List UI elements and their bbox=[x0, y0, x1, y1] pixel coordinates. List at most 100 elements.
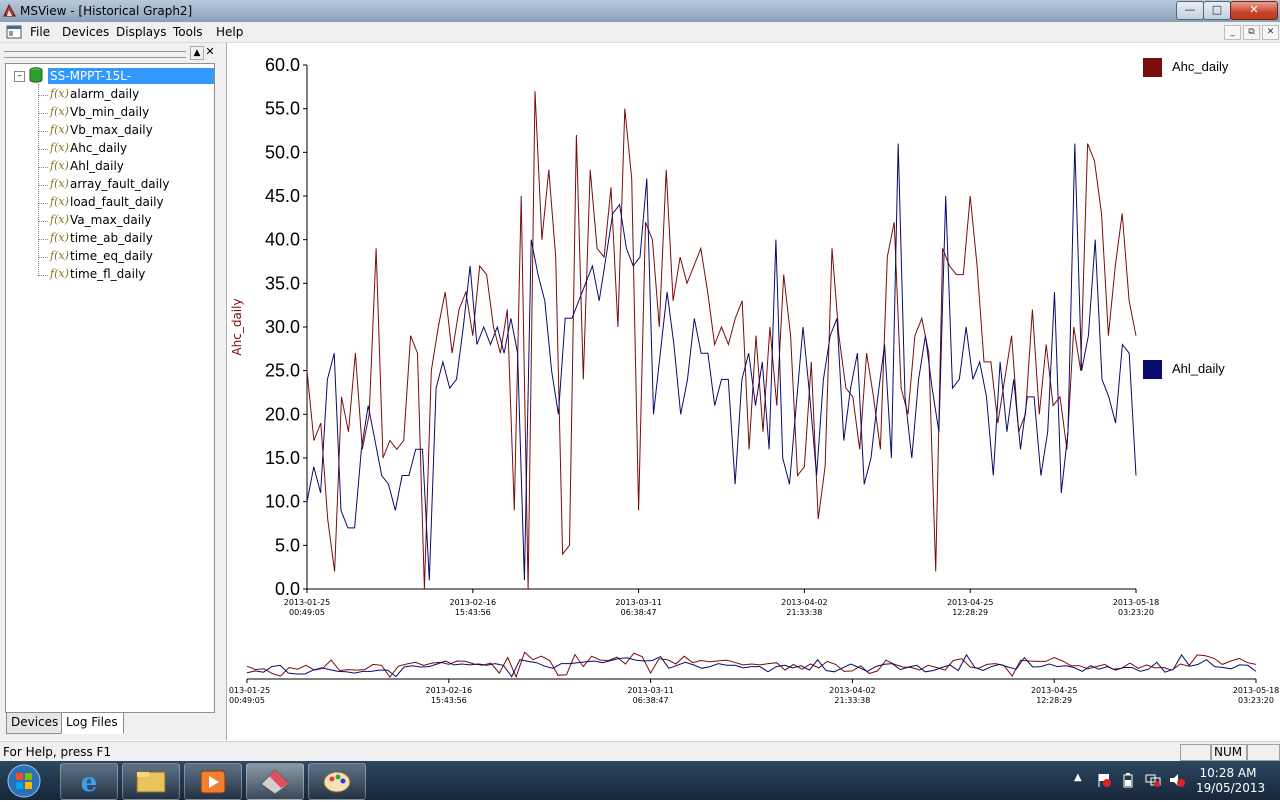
x-tick-time: 21:33:38 bbox=[786, 608, 822, 617]
status-scrl-indicator bbox=[1246, 744, 1280, 761]
function-icon: f(x) bbox=[50, 123, 69, 136]
close-button[interactable]: ✕ bbox=[1230, 1, 1278, 20]
tree-collapse-toggle[interactable]: – bbox=[14, 71, 25, 82]
overview-x-tick-date: 2013-01-25 bbox=[228, 686, 270, 695]
function-icon: f(x) bbox=[50, 141, 69, 154]
database-icon bbox=[29, 67, 43, 83]
maximize-button[interactable]: □ bbox=[1203, 1, 1231, 20]
tree-item-label: Va_max_daily bbox=[70, 213, 152, 227]
x-tick-time: 06:38:47 bbox=[621, 608, 657, 617]
tree-item[interactable]: f(x) alarm_daily bbox=[6, 86, 206, 102]
overview-x-tick-time: 06:38:47 bbox=[633, 696, 669, 705]
y-tick-label: 15.0 bbox=[265, 448, 300, 468]
menu-tools[interactable]: Tools bbox=[173, 25, 203, 39]
tree-item[interactable]: f(x) time_eq_daily bbox=[6, 248, 206, 264]
taskbar-clock[interactable]: 10:28 AM 19/05/2013 bbox=[1196, 766, 1266, 796]
tree-item[interactable]: f(x) Vb_min_daily bbox=[6, 104, 206, 120]
mdi-restore-icon[interactable]: ⧉ bbox=[1243, 25, 1260, 40]
menu-file[interactable]: File bbox=[30, 25, 51, 39]
overview-x-tick-time: 21:33:38 bbox=[834, 696, 870, 705]
tree-item[interactable]: f(x) array_fault_daily bbox=[6, 176, 206, 192]
tree-item[interactable]: f(x) Ahc_daily bbox=[6, 140, 206, 156]
mdi-minimize-icon[interactable]: _ bbox=[1224, 25, 1241, 40]
y-tick-label: 45.0 bbox=[265, 186, 300, 206]
show-hidden-icons[interactable]: ▲ bbox=[1074, 772, 1082, 783]
battery-icon[interactable] bbox=[1121, 772, 1135, 788]
y-tick-label: 30.0 bbox=[265, 317, 300, 337]
x-tick-date: 2013-03-11 bbox=[615, 598, 662, 607]
x-tick-date: 2013-05-18 bbox=[1113, 598, 1160, 607]
function-icon: f(x) bbox=[50, 213, 69, 226]
overview-line-ahl-daily bbox=[246, 653, 1257, 678]
status-help-text: For Help, press F1 bbox=[3, 745, 112, 759]
tree-item[interactable]: f(x) Ahl_daily bbox=[6, 158, 206, 174]
overview-x-tick-time: 12:28:29 bbox=[1036, 696, 1072, 705]
menu-bar: File Devices Displays Tools Help _ ⧉ ✕ bbox=[0, 22, 1280, 43]
tree-item-label: Ahc_daily bbox=[70, 141, 128, 155]
x-tick-time: 12:28:29 bbox=[952, 608, 988, 617]
y-tick-label: 60.0 bbox=[265, 55, 300, 75]
tree-item-label: load_fault_daily bbox=[70, 195, 164, 209]
clock-date: 19/05/2013 bbox=[1196, 781, 1266, 795]
status-caps-indicator bbox=[1180, 744, 1212, 761]
menu-help[interactable]: Help bbox=[216, 25, 244, 39]
panel-close-icon[interactable]: ✕ bbox=[205, 45, 215, 58]
app-icon bbox=[3, 4, 16, 17]
folder-icon bbox=[136, 771, 166, 793]
panel-collapse-icon[interactable]: ▲ bbox=[190, 46, 204, 60]
menu-displays[interactable]: Displays bbox=[116, 25, 167, 39]
function-icon: f(x) bbox=[50, 87, 69, 100]
volume-muted-icon[interactable] bbox=[1168, 772, 1186, 788]
tree-item-label: Ahl_daily bbox=[70, 159, 124, 173]
overview-x-tick-date: 2013-04-25 bbox=[1031, 686, 1078, 695]
document-icon[interactable] bbox=[6, 25, 22, 39]
x-tick-date: 2013-02-16 bbox=[450, 598, 497, 607]
tree-item-label: Vb_max_daily bbox=[70, 123, 153, 137]
start-button-icon[interactable] bbox=[6, 763, 42, 799]
function-icon: f(x) bbox=[50, 249, 69, 262]
series-line-ahc-daily bbox=[306, 91, 1137, 590]
tree-item[interactable]: f(x) Vb_max_daily bbox=[6, 122, 206, 138]
tree-item[interactable]: f(x) load_fault_daily bbox=[6, 194, 206, 210]
tab-log-files[interactable]: Log Files bbox=[61, 712, 124, 734]
tree-root-file[interactable]: SS-MPPT-15L-12351142.xml bbox=[48, 68, 214, 99]
action-center-flag-icon[interactable] bbox=[1096, 772, 1112, 788]
y-tick-label: 5.0 bbox=[275, 535, 300, 555]
legend-swatch bbox=[1143, 58, 1162, 77]
taskbar-msview-button[interactable] bbox=[246, 763, 304, 800]
window-title-bar[interactable]: MSView - [Historical Graph2] — □ ✕ bbox=[0, 0, 1280, 22]
function-icon: f(x) bbox=[50, 195, 69, 208]
overview-x-tick-date: 2013-02-16 bbox=[426, 686, 473, 695]
y-tick-label: 20.0 bbox=[265, 404, 300, 424]
taskbar-ie-button[interactable]: e bbox=[60, 763, 118, 800]
minimize-button[interactable]: — bbox=[1176, 1, 1204, 20]
tree-item[interactable]: f(x) time_ab_daily bbox=[6, 230, 206, 246]
network-icon[interactable] bbox=[1144, 772, 1162, 788]
panel-grip[interactable] bbox=[4, 51, 186, 58]
overview-x-tick-date: 2013-03-11 bbox=[627, 686, 674, 695]
x-tick-time: 03:23:20 bbox=[1118, 608, 1154, 617]
overview-line-ahc-daily bbox=[246, 651, 1257, 679]
tree-item-label: time_eq_daily bbox=[70, 249, 153, 263]
menu-devices[interactable]: Devices bbox=[62, 25, 110, 39]
function-icon: f(x) bbox=[50, 105, 69, 118]
x-tick-date: 2013-04-25 bbox=[947, 598, 994, 607]
series-line-ahl-daily bbox=[306, 143, 1137, 581]
tree-item[interactable]: f(x) Va_max_daily bbox=[6, 212, 206, 228]
taskbar-media-button[interactable] bbox=[184, 763, 242, 800]
paint-icon bbox=[323, 771, 351, 793]
historical-graph[interactable]: 0.0 5.0 10.0 15.0 20.0 25.0 30.0 35.0 40.0 45.0 50… bbox=[224, 43, 1280, 740]
tree-item[interactable]: f(x) time_fl_daily bbox=[6, 266, 206, 282]
legend-swatch bbox=[1143, 360, 1162, 379]
taskbar-paint-button[interactable] bbox=[308, 763, 366, 800]
overview-x-tick-time: 03:23:20 bbox=[1238, 696, 1274, 705]
taskbar-explorer-button[interactable] bbox=[122, 763, 180, 800]
function-icon: f(x) bbox=[50, 177, 69, 190]
y-tick-label: 55.0 bbox=[265, 99, 300, 119]
x-tick-date: 2013-01-25 bbox=[284, 598, 331, 607]
mdi-close-icon[interactable]: ✕ bbox=[1262, 25, 1279, 40]
tab-devices[interactable]: Devices bbox=[6, 712, 64, 734]
overview-x-tick-date: 2013-05-18 bbox=[1233, 686, 1280, 695]
historical-graph-window: 0.0 5.0 10.0 15.0 20.0 25.0 30.0 35.0 40.0 45.0 50… bbox=[224, 43, 1280, 740]
svg-text:e: e bbox=[81, 768, 98, 798]
